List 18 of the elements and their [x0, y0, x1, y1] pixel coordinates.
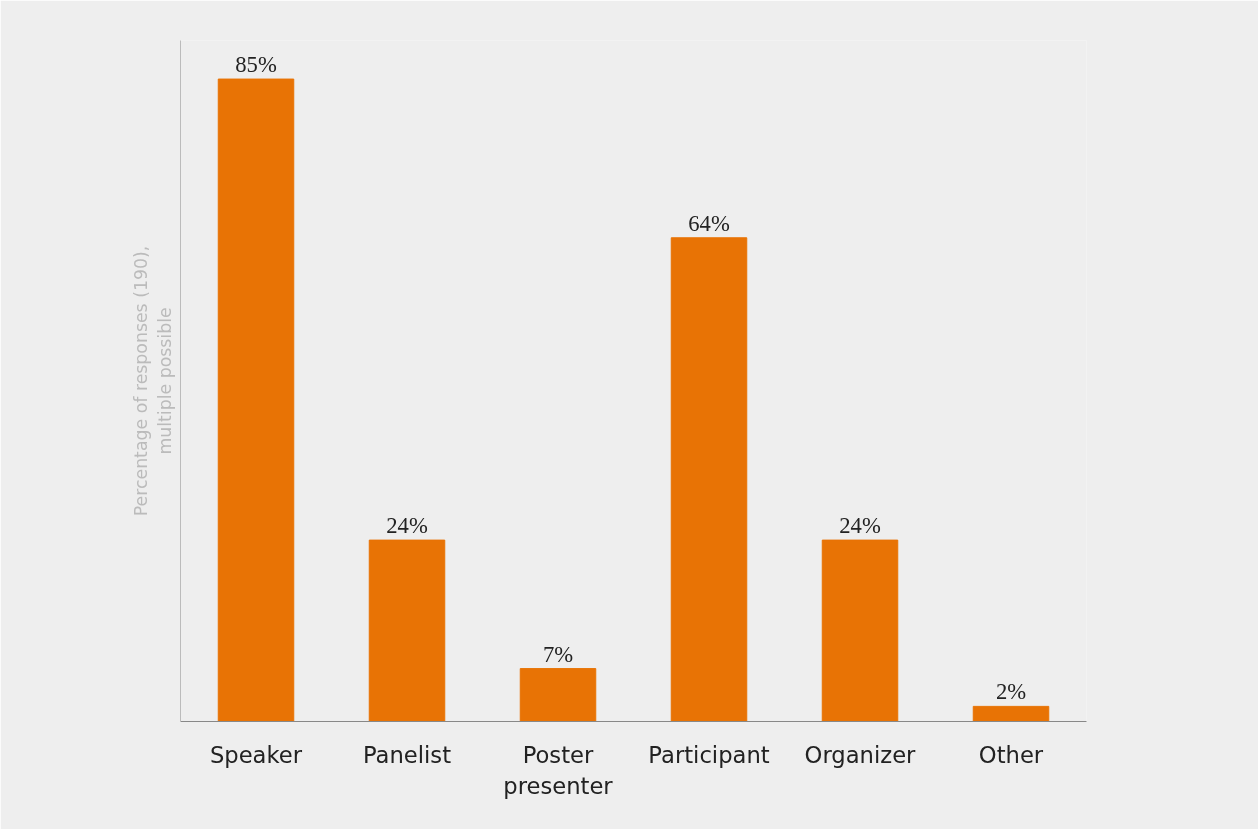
bar — [368, 539, 446, 722]
bar — [821, 539, 899, 722]
bar — [519, 668, 597, 722]
data-label: 2% — [995, 679, 1027, 705]
bar — [217, 78, 295, 722]
x-tick-label: Poster presenter — [503, 741, 614, 799]
x-tick-label: Organizer — [804, 741, 917, 768]
x-tick-label: Participant — [648, 741, 770, 768]
data-label: 24% — [386, 513, 428, 539]
data-label: 7% — [542, 641, 574, 667]
x-tick-label: Other — [978, 741, 1044, 768]
bar — [670, 237, 748, 722]
data-label: 85% — [235, 52, 277, 78]
bar — [972, 705, 1050, 722]
data-label: 64% — [688, 210, 730, 236]
x-tick-label: Speaker — [209, 741, 303, 768]
data-label: 24% — [839, 513, 881, 539]
x-tick-label: Panelist — [362, 741, 452, 768]
